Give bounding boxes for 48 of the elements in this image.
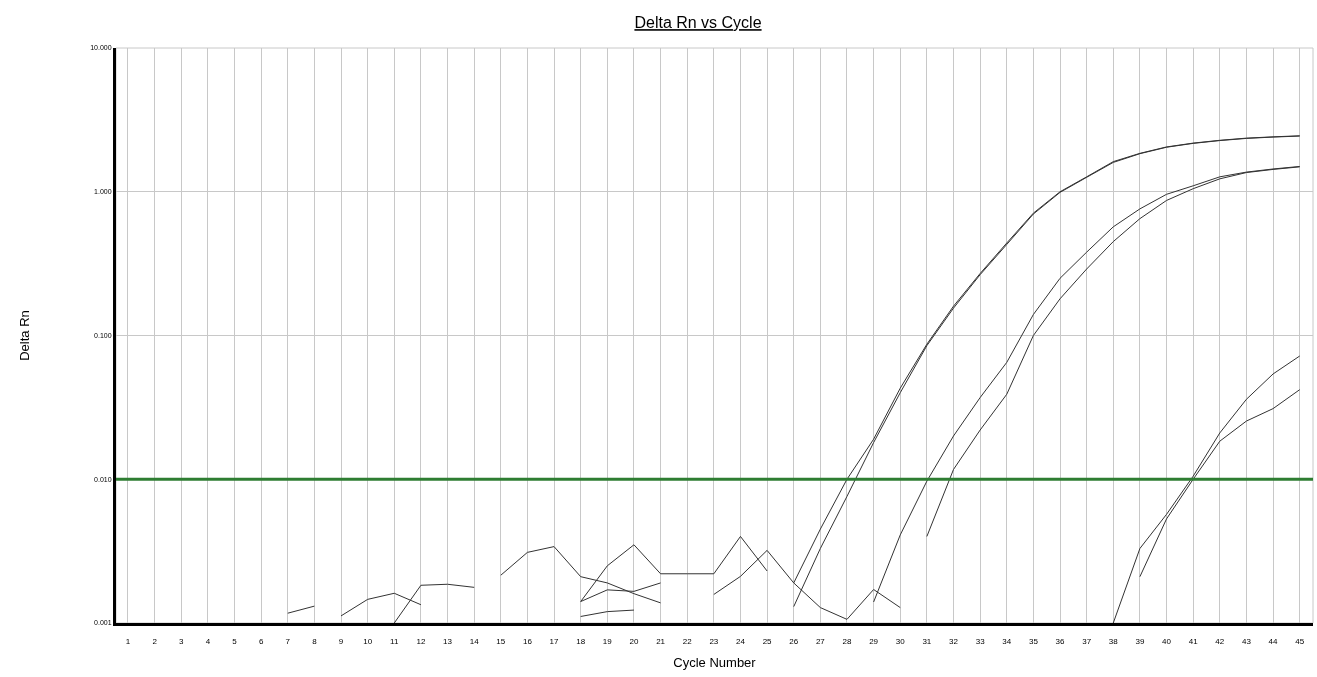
x-axis-title: Cycle Number xyxy=(673,655,757,671)
x-tick-label: 16 xyxy=(522,636,533,646)
x-tick-label: 36 xyxy=(1055,636,1066,646)
x-tick-label: 38 xyxy=(1108,636,1119,646)
x-tick-label: 35 xyxy=(1028,636,1039,646)
x-tick-label: 37 xyxy=(1082,636,1092,646)
x-tick-label: 43 xyxy=(1241,636,1252,646)
x-tick-label: 28 xyxy=(842,636,852,646)
x-tick-label: 2 xyxy=(152,636,158,646)
x-tick-label: 15 xyxy=(496,636,506,646)
x-tick-label: 39 xyxy=(1135,636,1145,646)
x-tick-label: 6 xyxy=(258,636,264,646)
x-tick-label: 19 xyxy=(602,636,613,646)
x-tick-label: 20 xyxy=(629,636,639,646)
x-tick-label: 45 xyxy=(1295,636,1305,646)
x-tick-label: 21 xyxy=(656,636,666,646)
x-tick-label: 32 xyxy=(949,636,959,646)
x-tick-label: 27 xyxy=(815,636,826,646)
x-tick-label: 23 xyxy=(709,636,719,646)
x-tick-label: 25 xyxy=(762,636,773,646)
x-tick-label: 41 xyxy=(1188,636,1199,646)
x-tick-label: 11 xyxy=(390,636,399,646)
x-tick-label: 18 xyxy=(576,636,586,646)
x-tick-label: 1 xyxy=(125,636,131,646)
x-tick-label: 22 xyxy=(682,636,693,646)
x-tick-label: 12 xyxy=(416,636,426,646)
x-tick-label: 29 xyxy=(869,636,879,646)
x-tick-label: 17 xyxy=(549,636,560,646)
x-tick-label: 10 xyxy=(363,636,373,646)
x-tick-label: 44 xyxy=(1268,636,1279,646)
x-tick-label: 40 xyxy=(1162,636,1172,646)
x-tick-label: 34 xyxy=(1002,636,1012,646)
x-tick-label: 42 xyxy=(1215,636,1225,646)
x-tick-label: 33 xyxy=(975,636,986,646)
x-tick-label: 31 xyxy=(922,636,932,646)
x-tick-label: 9 xyxy=(338,636,344,646)
x-tick-label: 13 xyxy=(443,636,453,646)
x-tick-label: 3 xyxy=(179,636,185,646)
y-axis-title: Delta Rn xyxy=(17,310,33,361)
chart-title: Delta Rn vs Cycle xyxy=(634,14,762,32)
x-tick-label: 14 xyxy=(469,636,480,646)
x-tick-label: 24 xyxy=(736,636,746,646)
x-tick-label: 8 xyxy=(312,636,318,646)
x-tick-label: 26 xyxy=(789,636,799,646)
x-tick-label: 7 xyxy=(285,636,291,646)
x-tick-label: 30 xyxy=(895,636,906,646)
x-tick-label: 5 xyxy=(232,636,238,646)
x-tick-label: 4 xyxy=(205,636,211,646)
